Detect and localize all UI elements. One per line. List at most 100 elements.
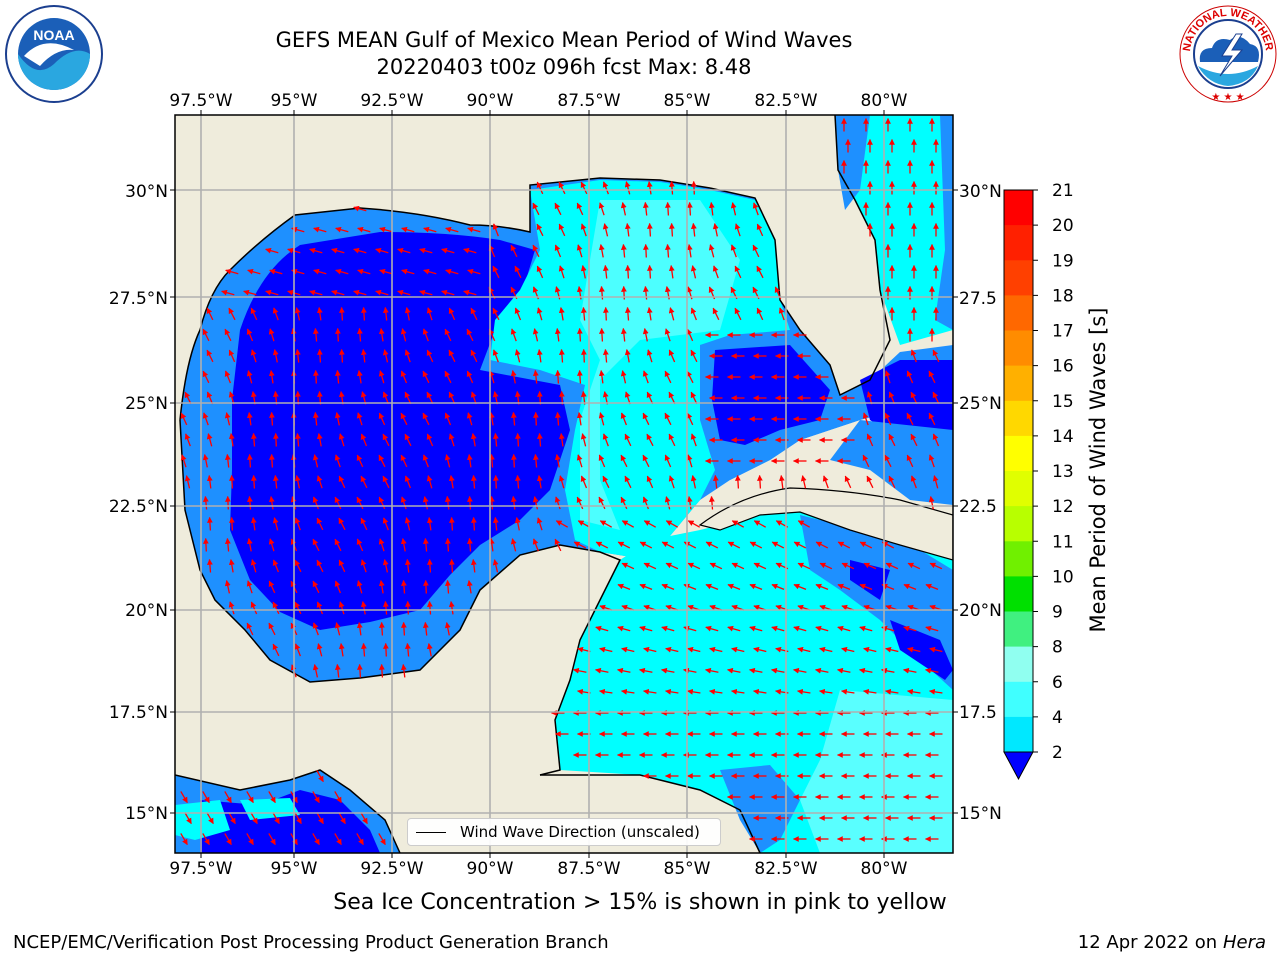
wind-arrow	[884, 370, 891, 384]
wind-arrow	[665, 646, 679, 653]
footer-date: 12 Apr 2022 on Hera	[1077, 932, 1266, 953]
wind-arrow	[470, 433, 477, 447]
lat-label-right-2: 25°N	[959, 394, 1002, 414]
wind-arrow	[580, 306, 587, 321]
lon-label-top-7: 80°W	[861, 91, 908, 111]
wind-arrow	[405, 600, 411, 615]
wind-arrow	[815, 583, 829, 591]
wind-arrow	[910, 433, 918, 447]
wind-arrow	[576, 244, 583, 258]
wind-arrow	[910, 475, 917, 489]
wind-arrow	[580, 181, 588, 195]
wind-arrow	[489, 495, 495, 510]
wind-arrow	[705, 667, 719, 674]
wind-arrow	[423, 579, 429, 594]
wind-arrow	[532, 202, 540, 216]
colorbar-segment	[1004, 435, 1033, 472]
wind-arrow	[687, 688, 701, 695]
wind-arrow	[488, 412, 495, 426]
wind-arrow	[202, 412, 209, 426]
wind-arrow	[207, 516, 213, 531]
wind-arrow	[859, 625, 873, 632]
wind-arrow	[312, 833, 320, 846]
wind-arrow	[771, 625, 785, 632]
wind-arrow	[690, 433, 697, 447]
wind-arrow	[224, 412, 231, 426]
wind-arrow	[837, 667, 851, 674]
wind-arrow	[841, 562, 855, 570]
wind-arrow	[661, 625, 675, 632]
wind-arrow	[444, 454, 451, 468]
wind-arrow	[837, 583, 851, 591]
wind-arrow	[932, 349, 940, 363]
wind-arrow	[664, 454, 672, 468]
wind-arrow	[863, 562, 877, 570]
wind-arrow	[576, 496, 584, 510]
wind-arrow	[445, 226, 459, 233]
wind-arrow	[470, 307, 478, 321]
wind-arrow	[400, 579, 407, 594]
wind-arrow	[427, 558, 433, 573]
wind-arrow	[313, 268, 327, 275]
wind-arrow	[708, 495, 715, 510]
lat-label-right-3: 22.5	[959, 497, 997, 517]
wind-arrow	[378, 328, 385, 342]
wind-arrow	[580, 265, 587, 279]
wind-arrow	[467, 226, 481, 233]
wind-arrow	[690, 222, 697, 237]
wind-arrow	[687, 562, 701, 570]
wind-arrow	[331, 247, 345, 254]
colorbar-segment	[1004, 225, 1033, 261]
wind-arrow	[903, 667, 917, 674]
wind-arrow	[250, 812, 258, 825]
wind-arrow	[294, 475, 301, 489]
wind-arrow	[445, 537, 451, 552]
wind-arrow	[379, 663, 385, 678]
wind-arrow	[422, 496, 429, 510]
wind-arrow	[400, 538, 407, 552]
wind-arrow	[532, 453, 539, 468]
wind-arrow	[928, 496, 935, 510]
wind-arrow	[184, 391, 192, 405]
wind-arrow	[378, 412, 386, 426]
wind-arrow	[841, 646, 855, 653]
wind-arrow	[316, 601, 324, 615]
wind-arrow	[466, 328, 474, 342]
wind-arrow	[712, 474, 719, 489]
wind-arrow	[624, 433, 632, 447]
wind-arrow	[206, 475, 213, 489]
wind-arrow	[404, 642, 411, 657]
wind-arrow	[753, 520, 767, 528]
wind-arrow	[206, 349, 214, 363]
wind-arrow	[819, 562, 833, 570]
wind-arrow	[866, 475, 874, 489]
lat-label-right-6: 15°N	[959, 804, 1002, 824]
wind-arrow	[598, 202, 605, 216]
lat-label-right-5: 17.5	[959, 703, 997, 723]
lon-label-bottom-5: 85°W	[664, 859, 711, 879]
wind-arrow	[690, 475, 697, 489]
legend-line-icon	[416, 831, 446, 833]
wind-arrow	[837, 541, 851, 549]
wind-arrow	[317, 348, 323, 363]
wind-arrow	[382, 349, 389, 363]
lat-label-left-1: 27.5°N	[109, 289, 168, 309]
wind-arrow	[312, 538, 320, 552]
wind-arrow	[620, 202, 627, 216]
wind-arrow	[426, 643, 433, 657]
lon-label-bottom-3: 90°W	[467, 859, 514, 879]
wind-arrow	[624, 306, 631, 321]
lon-label-top-5: 85°W	[664, 91, 711, 111]
wind-arrow	[250, 601, 258, 615]
wind-arrow	[250, 307, 258, 321]
wind-arrow	[555, 369, 561, 384]
wind-arrow	[246, 791, 254, 804]
colorbar-tick-label: 15	[1052, 392, 1074, 412]
wind-arrow	[646, 391, 654, 405]
wind-arrow	[422, 454, 429, 468]
wind-arrow	[316, 643, 323, 657]
wind-arrow	[353, 205, 367, 212]
chart-subtitle: 20220403 t00z 096h fcst Max: 8.48	[376, 55, 752, 79]
wind-arrow	[558, 433, 565, 447]
